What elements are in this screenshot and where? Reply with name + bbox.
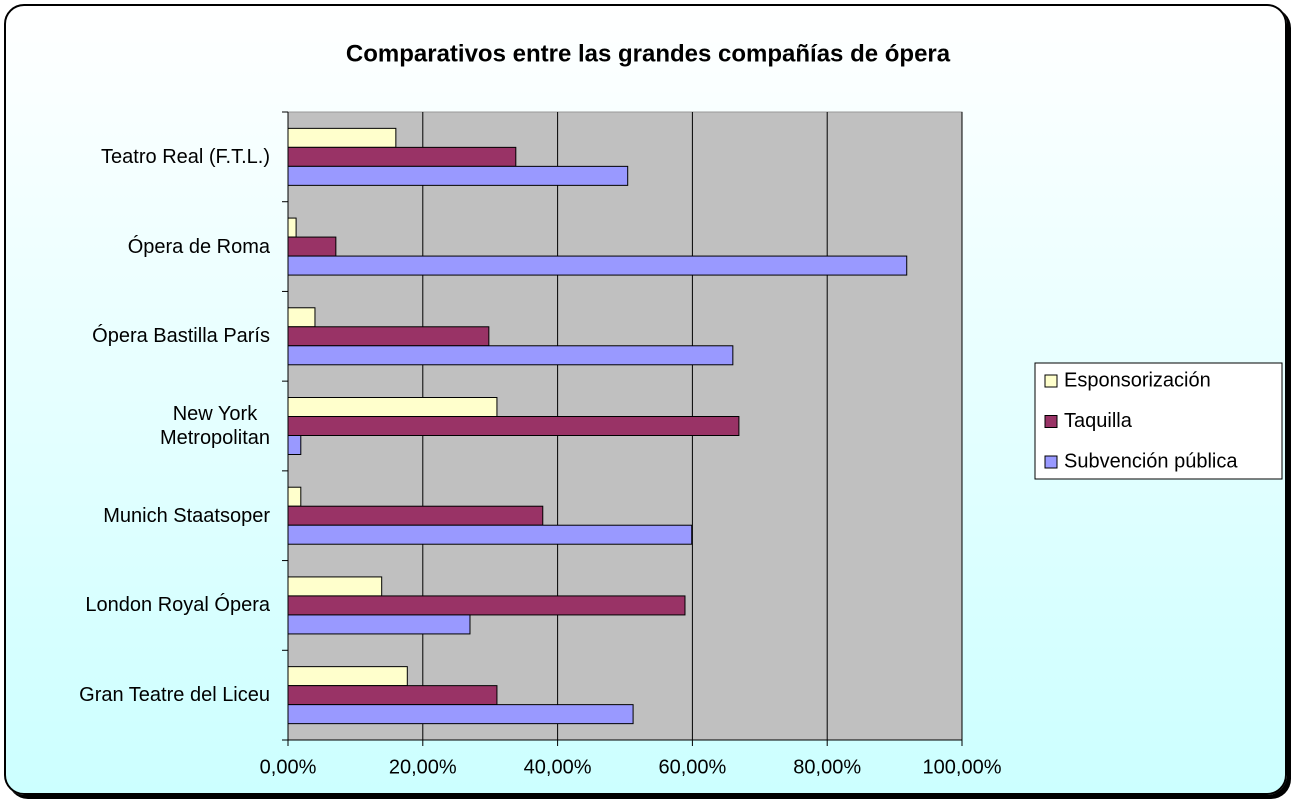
bar — [287, 307, 316, 328]
legend — [1034, 362, 1283, 480]
y-tick-label-text: Gran Teatre del Liceu — [79, 684, 270, 707]
legend-swatch — [1044, 415, 1058, 428]
bar — [287, 666, 408, 687]
y-tick-label-text: London Royal Ópera — [85, 594, 270, 617]
legend-label: Subvención pública — [1064, 450, 1238, 472]
legend-swatch — [1044, 374, 1058, 388]
y-tick-label: Teatro Real (F.T.L.) — [0, 145, 270, 169]
bar — [287, 685, 498, 706]
y-tick-label: Munich Staatsoper — [0, 504, 270, 528]
bar — [287, 505, 544, 526]
bar — [287, 486, 302, 507]
y-tick-label: Gran Teatre del Liceu — [0, 683, 270, 707]
y-tick-label-text: Ópera de Roma — [127, 235, 270, 258]
x-tick-label: 100,00% — [923, 756, 1002, 778]
legend-label: Taquilla — [1064, 410, 1133, 432]
legend-label: Esponsorización — [1064, 369, 1211, 391]
y-tick-label: Ópera de Roma — [0, 235, 270, 259]
legend-swatch — [1044, 455, 1058, 469]
y-tick-label-text: Teatro Real (F.T.L.) — [101, 145, 270, 168]
y-tick-label: Ópera Bastilla París — [0, 324, 270, 348]
y-tick-label-text: Munich Staatsoper — [103, 504, 270, 527]
x-tick-label: 80,00% — [793, 756, 861, 778]
bar — [287, 435, 302, 455]
bar — [287, 345, 734, 366]
bar — [287, 255, 908, 276]
y-tick-label-text: Ópera Bastilla París — [92, 325, 270, 348]
bar — [287, 416, 740, 436]
bar — [287, 127, 397, 148]
y-tick-label: New York Metropolitan — [0, 402, 270, 450]
bar — [287, 524, 693, 545]
x-tick-label: 40,00% — [524, 756, 592, 778]
x-tick-label: 0,00% — [260, 756, 317, 778]
x-tick-label: 20,00% — [389, 756, 457, 778]
bar — [287, 165, 629, 186]
bar — [287, 146, 517, 167]
bar — [287, 704, 634, 725]
bar — [287, 576, 383, 597]
bar — [287, 326, 490, 347]
x-tick-label: 60,00% — [658, 756, 726, 778]
bar — [287, 595, 686, 616]
bar — [287, 236, 337, 257]
y-tick-label: London Royal Ópera — [0, 593, 270, 617]
y-tick-label-text: New York Metropolitan — [159, 403, 270, 449]
chart-title: Comparativos entre las grandes compañías… — [346, 40, 951, 67]
bar — [287, 397, 498, 417]
bar — [287, 217, 297, 238]
bar — [287, 614, 471, 635]
